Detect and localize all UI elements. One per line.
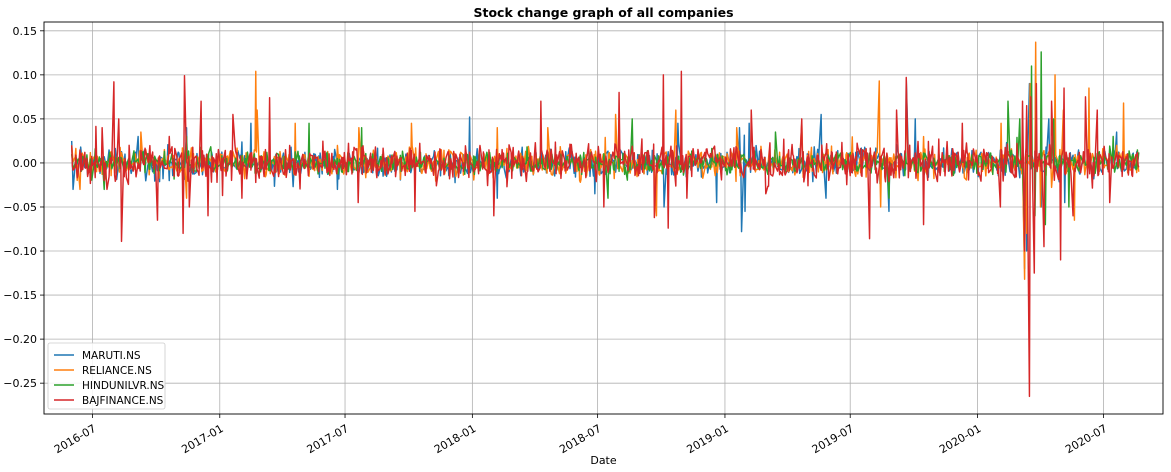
legend-label: BAJFINANCE.NS bbox=[82, 395, 164, 407]
y-tick-label: 0.00 bbox=[13, 157, 38, 170]
y-tick-label: −0.15 bbox=[3, 289, 37, 302]
y-tick-label: −0.25 bbox=[3, 377, 37, 390]
series-lines bbox=[70, 41, 1140, 398]
legend-label: MARUTI.NS bbox=[82, 350, 141, 362]
x-axis-label: Date bbox=[590, 454, 617, 467]
legend-box bbox=[47, 342, 166, 410]
y-tick-label: 0.05 bbox=[13, 113, 38, 126]
legend: MARUTI.NS RELIANCE.NS HINDUNILVR.NS BAJFINA… bbox=[47, 342, 166, 410]
y-tick-label: −0.20 bbox=[3, 333, 37, 346]
y-tick-label: 0.10 bbox=[13, 69, 38, 82]
plot-frame bbox=[43, 21, 1164, 415]
legend-label: RELIANCE.NS bbox=[82, 365, 152, 377]
y-axis: 0.15 0.10 0.05 0.00 −0.05 −0.10 −0.15 −0.20 −0.2… bbox=[3, 25, 44, 390]
series-line-bajfinance-ns bbox=[70, 70, 1140, 398]
chart-title: Stock change graph of all companies bbox=[473, 5, 733, 20]
legend-label: HINDUNILVR.NS bbox=[82, 380, 165, 392]
y-tick-label: −0.05 bbox=[3, 201, 37, 214]
y-tick-label: −0.10 bbox=[3, 245, 37, 258]
y-tick-label: 0.15 bbox=[13, 25, 38, 38]
